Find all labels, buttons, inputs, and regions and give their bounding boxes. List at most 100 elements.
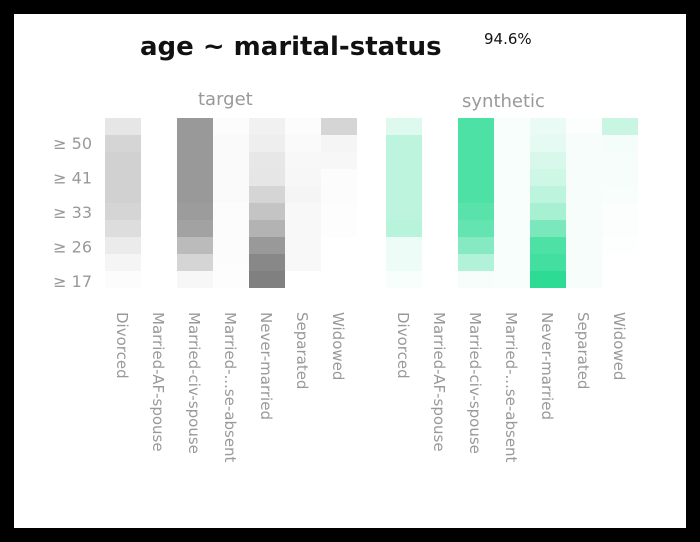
heatmap-cell xyxy=(422,135,458,152)
heatmap-cell xyxy=(458,237,494,254)
x-tick-label: Divorced xyxy=(394,312,412,379)
x-tick-label: Married-AF-spouse xyxy=(149,312,167,452)
heatmap-cell xyxy=(386,220,422,237)
heatmap-cell xyxy=(530,186,566,203)
heatmap-cell xyxy=(213,152,249,169)
heatmap-cell xyxy=(213,237,249,254)
heatmap-cell xyxy=(422,254,458,271)
heatmap-cell xyxy=(177,203,213,220)
heatmap-cell xyxy=(321,169,357,186)
heatmap-cell xyxy=(602,152,638,169)
heatmap-cell xyxy=(494,169,530,186)
heatmap-cell xyxy=(321,254,357,271)
heatmap-cell xyxy=(386,271,422,288)
heatmap-cell xyxy=(530,169,566,186)
heatmap-cell xyxy=(494,237,530,254)
heatmap-cell xyxy=(177,220,213,237)
heatmap-cell xyxy=(458,203,494,220)
heatmap-cell xyxy=(494,271,530,288)
heatmap-cell xyxy=(566,135,602,152)
heatmap-cell xyxy=(494,135,530,152)
heatmap-cell xyxy=(458,118,494,135)
heatmap-cell xyxy=(458,271,494,288)
heatmap-cell xyxy=(458,186,494,203)
heatmap-cell xyxy=(494,220,530,237)
heatmap-cell xyxy=(141,169,177,186)
heatmap-cell xyxy=(177,169,213,186)
x-tick-label: Married-civ-spouse xyxy=(466,312,484,454)
heatmap-cell xyxy=(566,237,602,254)
heatmap-cell xyxy=(422,271,458,288)
heatmap-cell xyxy=(530,152,566,169)
heatmap-cell xyxy=(321,220,357,237)
heatmap-cell xyxy=(602,186,638,203)
heatmap-cell xyxy=(213,254,249,271)
y-tick-label: ≥ 41 xyxy=(53,169,92,188)
heatmap-cell xyxy=(386,203,422,220)
heatmap-cell xyxy=(602,135,638,152)
y-tick-label: ≥ 17 xyxy=(53,272,92,291)
heatmap-cell xyxy=(602,169,638,186)
heatmap-cell xyxy=(494,152,530,169)
heatmap-cell xyxy=(566,254,602,271)
heatmap-cell xyxy=(105,271,141,288)
heatmap-cell xyxy=(602,220,638,237)
heatmap-cell xyxy=(105,135,141,152)
heatmap-cell xyxy=(177,237,213,254)
heatmap-cell xyxy=(177,118,213,135)
heatmap-cell xyxy=(177,186,213,203)
heatmap-cell xyxy=(321,186,357,203)
heatmap-cell xyxy=(422,186,458,203)
heatmap-cell xyxy=(141,118,177,135)
panel-title-synthetic: synthetic xyxy=(462,91,545,112)
heatmap-cell xyxy=(458,135,494,152)
heatmap-cell xyxy=(530,237,566,254)
heatmap-cell xyxy=(386,118,422,135)
x-tick-label: Never-married xyxy=(538,312,556,420)
x-tick-label: Married-...se-absent xyxy=(221,312,239,463)
heatmap-cell xyxy=(566,169,602,186)
heatmap-cell xyxy=(213,203,249,220)
heatmap-cell xyxy=(249,254,285,271)
x-tick-label: Separated xyxy=(574,312,592,389)
heatmap-cell xyxy=(105,203,141,220)
heatmap-cell xyxy=(249,169,285,186)
score-label: 94.6% xyxy=(484,30,532,48)
heatmap-cell xyxy=(285,118,321,135)
heatmap-cell xyxy=(321,135,357,152)
heatmap-cell xyxy=(141,237,177,254)
heatmap-cell xyxy=(285,220,321,237)
heatmap-cell xyxy=(177,152,213,169)
heatmap-cell xyxy=(285,271,321,288)
heatmap-cell xyxy=(285,135,321,152)
heatmap-cell xyxy=(530,203,566,220)
heatmap-cell xyxy=(458,254,494,271)
heatmap-cell xyxy=(566,220,602,237)
x-tick-label: Never-married xyxy=(257,312,275,420)
heatmap-cell xyxy=(213,186,249,203)
heatmap-cell xyxy=(530,254,566,271)
heatmap-cell xyxy=(285,186,321,203)
heatmap-cell xyxy=(285,254,321,271)
heatmap-cell xyxy=(141,135,177,152)
x-tick-label: Married-AF-spouse xyxy=(430,312,448,452)
heatmap-cell xyxy=(422,203,458,220)
heatmap-cell xyxy=(458,152,494,169)
heatmap-cell xyxy=(602,271,638,288)
heatmap-cell xyxy=(213,135,249,152)
y-tick-label: ≥ 50 xyxy=(53,134,92,153)
heatmap-cell xyxy=(566,118,602,135)
x-tick-label: Widowed xyxy=(610,312,628,380)
heatmap-cell xyxy=(285,203,321,220)
heatmap-cell xyxy=(141,271,177,288)
heatmap-cell xyxy=(105,152,141,169)
heatmap-cell xyxy=(213,169,249,186)
x-tick-label: Separated xyxy=(293,312,311,389)
heatmap-cell xyxy=(321,271,357,288)
heatmap-cell xyxy=(458,220,494,237)
heatmap-cell xyxy=(386,254,422,271)
heatmap-cell xyxy=(566,186,602,203)
heatmap-cell xyxy=(422,118,458,135)
heatmap-cell xyxy=(249,271,285,288)
heatmap-cell xyxy=(494,118,530,135)
